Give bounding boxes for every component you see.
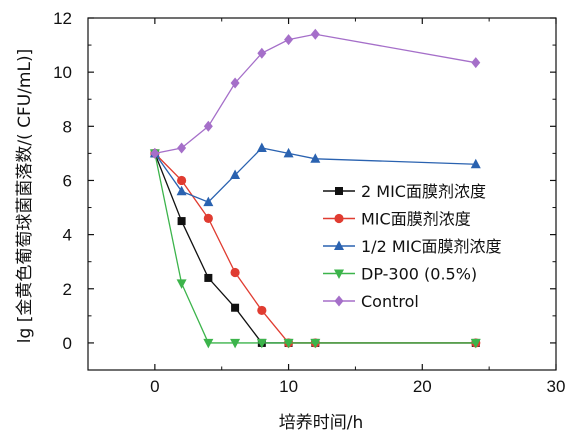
data-point bbox=[470, 338, 481, 349]
legend-item: 2 MIC面膜剂浓度 bbox=[323, 182, 486, 201]
data-point bbox=[257, 47, 267, 59]
x-tick-label: 20 bbox=[413, 377, 432, 396]
data-point bbox=[203, 213, 213, 223]
y-tick-label: 6 bbox=[63, 171, 72, 190]
legend-marker bbox=[335, 187, 343, 195]
data-point bbox=[283, 338, 294, 349]
data-point bbox=[310, 338, 321, 349]
y-tick-label: 2 bbox=[63, 280, 72, 299]
legend-marker bbox=[334, 240, 344, 250]
data-point bbox=[150, 147, 160, 159]
data-point bbox=[310, 28, 320, 40]
legend-marker bbox=[334, 295, 344, 307]
y-tick-label: 12 bbox=[53, 9, 72, 28]
series-3 bbox=[149, 149, 481, 349]
series-4 bbox=[150, 28, 481, 159]
data-point bbox=[230, 338, 241, 349]
axes: 0 10 20 30 0 2 4 6 8 10 12 bbox=[53, 9, 565, 396]
data-point bbox=[177, 175, 187, 186]
series-line bbox=[154, 153, 476, 344]
data-point bbox=[230, 169, 241, 180]
data-point bbox=[231, 303, 240, 312]
legend-item: MIC面膜剂浓度 bbox=[323, 210, 471, 229]
data-point bbox=[203, 196, 214, 207]
data-point bbox=[176, 279, 187, 289]
data-point bbox=[256, 338, 267, 349]
data-point bbox=[257, 305, 267, 316]
data-point bbox=[471, 57, 481, 69]
data-point bbox=[283, 147, 294, 158]
data-point bbox=[470, 158, 481, 169]
series-line bbox=[154, 33, 476, 155]
data-point bbox=[310, 153, 321, 163]
legend: 2 MIC面膜剂浓度 MIC面膜剂浓度 1/2 MIC面膜剂浓度 DP-300 (0.… bbox=[323, 182, 502, 311]
data-point bbox=[203, 338, 214, 349]
data-point bbox=[230, 77, 240, 89]
x-tick-label: 10 bbox=[279, 377, 298, 396]
legend-label: 1/2 MIC面膜剂浓度 bbox=[361, 237, 502, 256]
data-point bbox=[176, 185, 187, 196]
legend-item: DP-300 (0.5%) bbox=[323, 265, 477, 284]
x-tick-label: 0 bbox=[150, 377, 159, 396]
legend-label: MIC面膜剂浓度 bbox=[361, 210, 471, 229]
data-point bbox=[256, 142, 267, 152]
legend-item: 1/2 MIC面膜剂浓度 bbox=[323, 237, 502, 256]
legend-marker bbox=[334, 213, 344, 224]
series-line bbox=[154, 147, 476, 203]
legend-marker bbox=[334, 269, 344, 279]
y-tick-label: 4 bbox=[63, 226, 72, 245]
data-point bbox=[204, 273, 213, 282]
series-layer bbox=[149, 28, 481, 349]
legend-label: DP-300 (0.5%) bbox=[361, 265, 477, 284]
y-axis-label: lg [金黄色葡萄球菌菌落数/( CFU/mL)] bbox=[15, 49, 35, 343]
x-axis-label: 培养时间/h bbox=[279, 413, 364, 433]
legend-label: Control bbox=[361, 292, 419, 311]
data-point bbox=[230, 267, 240, 278]
y-tick-label: 10 bbox=[53, 63, 72, 82]
x-tick-label: 30 bbox=[547, 377, 566, 396]
legend-item: Control bbox=[323, 292, 419, 311]
plot-frame bbox=[87, 17, 557, 371]
data-point bbox=[177, 217, 186, 226]
y-tick-label: 0 bbox=[63, 334, 72, 353]
data-point bbox=[284, 34, 294, 46]
data-point bbox=[203, 120, 213, 132]
data-point bbox=[177, 142, 187, 154]
y-tick-label: 8 bbox=[63, 117, 72, 136]
legend-label: 2 MIC面膜剂浓度 bbox=[361, 182, 486, 201]
